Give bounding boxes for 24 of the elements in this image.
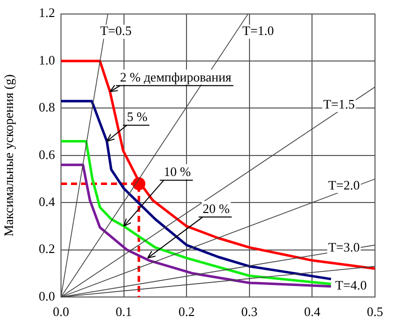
y-tick-label: 0.2 <box>38 241 55 256</box>
y-tick-label: 1.0 <box>38 52 55 68</box>
y-tick-label: 1.2 <box>38 5 55 20</box>
series-label: T=1.0 <box>242 23 274 38</box>
x-tick-label: 0.5 <box>366 304 384 320</box>
annotation: 5 % <box>126 109 148 124</box>
series-label: T=0.5 <box>100 23 132 38</box>
x-tick-label: 0.4 <box>304 304 321 320</box>
x-tick-label: 0.0 <box>52 304 70 320</box>
x-tick-label: 0.2 <box>178 304 195 320</box>
series-label: T=2.0 <box>328 177 360 192</box>
annotation: 20 % <box>202 201 230 216</box>
series-label: T=1.5 <box>323 96 355 112</box>
x-tick-label: 0.3 <box>241 304 258 320</box>
annotation: 10 % <box>164 164 192 180</box>
y-tick-label: 0.6 <box>38 146 56 162</box>
y-tick-label: 0.8 <box>38 100 55 115</box>
annotation: 2 % демпфирования <box>120 70 232 85</box>
y-tick-label: 0.4 <box>38 194 56 210</box>
x-tick-label: 0.1 <box>116 304 132 320</box>
y-axis-title: Максимальные ускорения (g) <box>1 74 16 236</box>
y-tick-label: 0.0 <box>38 288 55 304</box>
series-label: T=4.0 <box>335 278 367 293</box>
series-label: T=3.0 <box>328 240 360 254</box>
